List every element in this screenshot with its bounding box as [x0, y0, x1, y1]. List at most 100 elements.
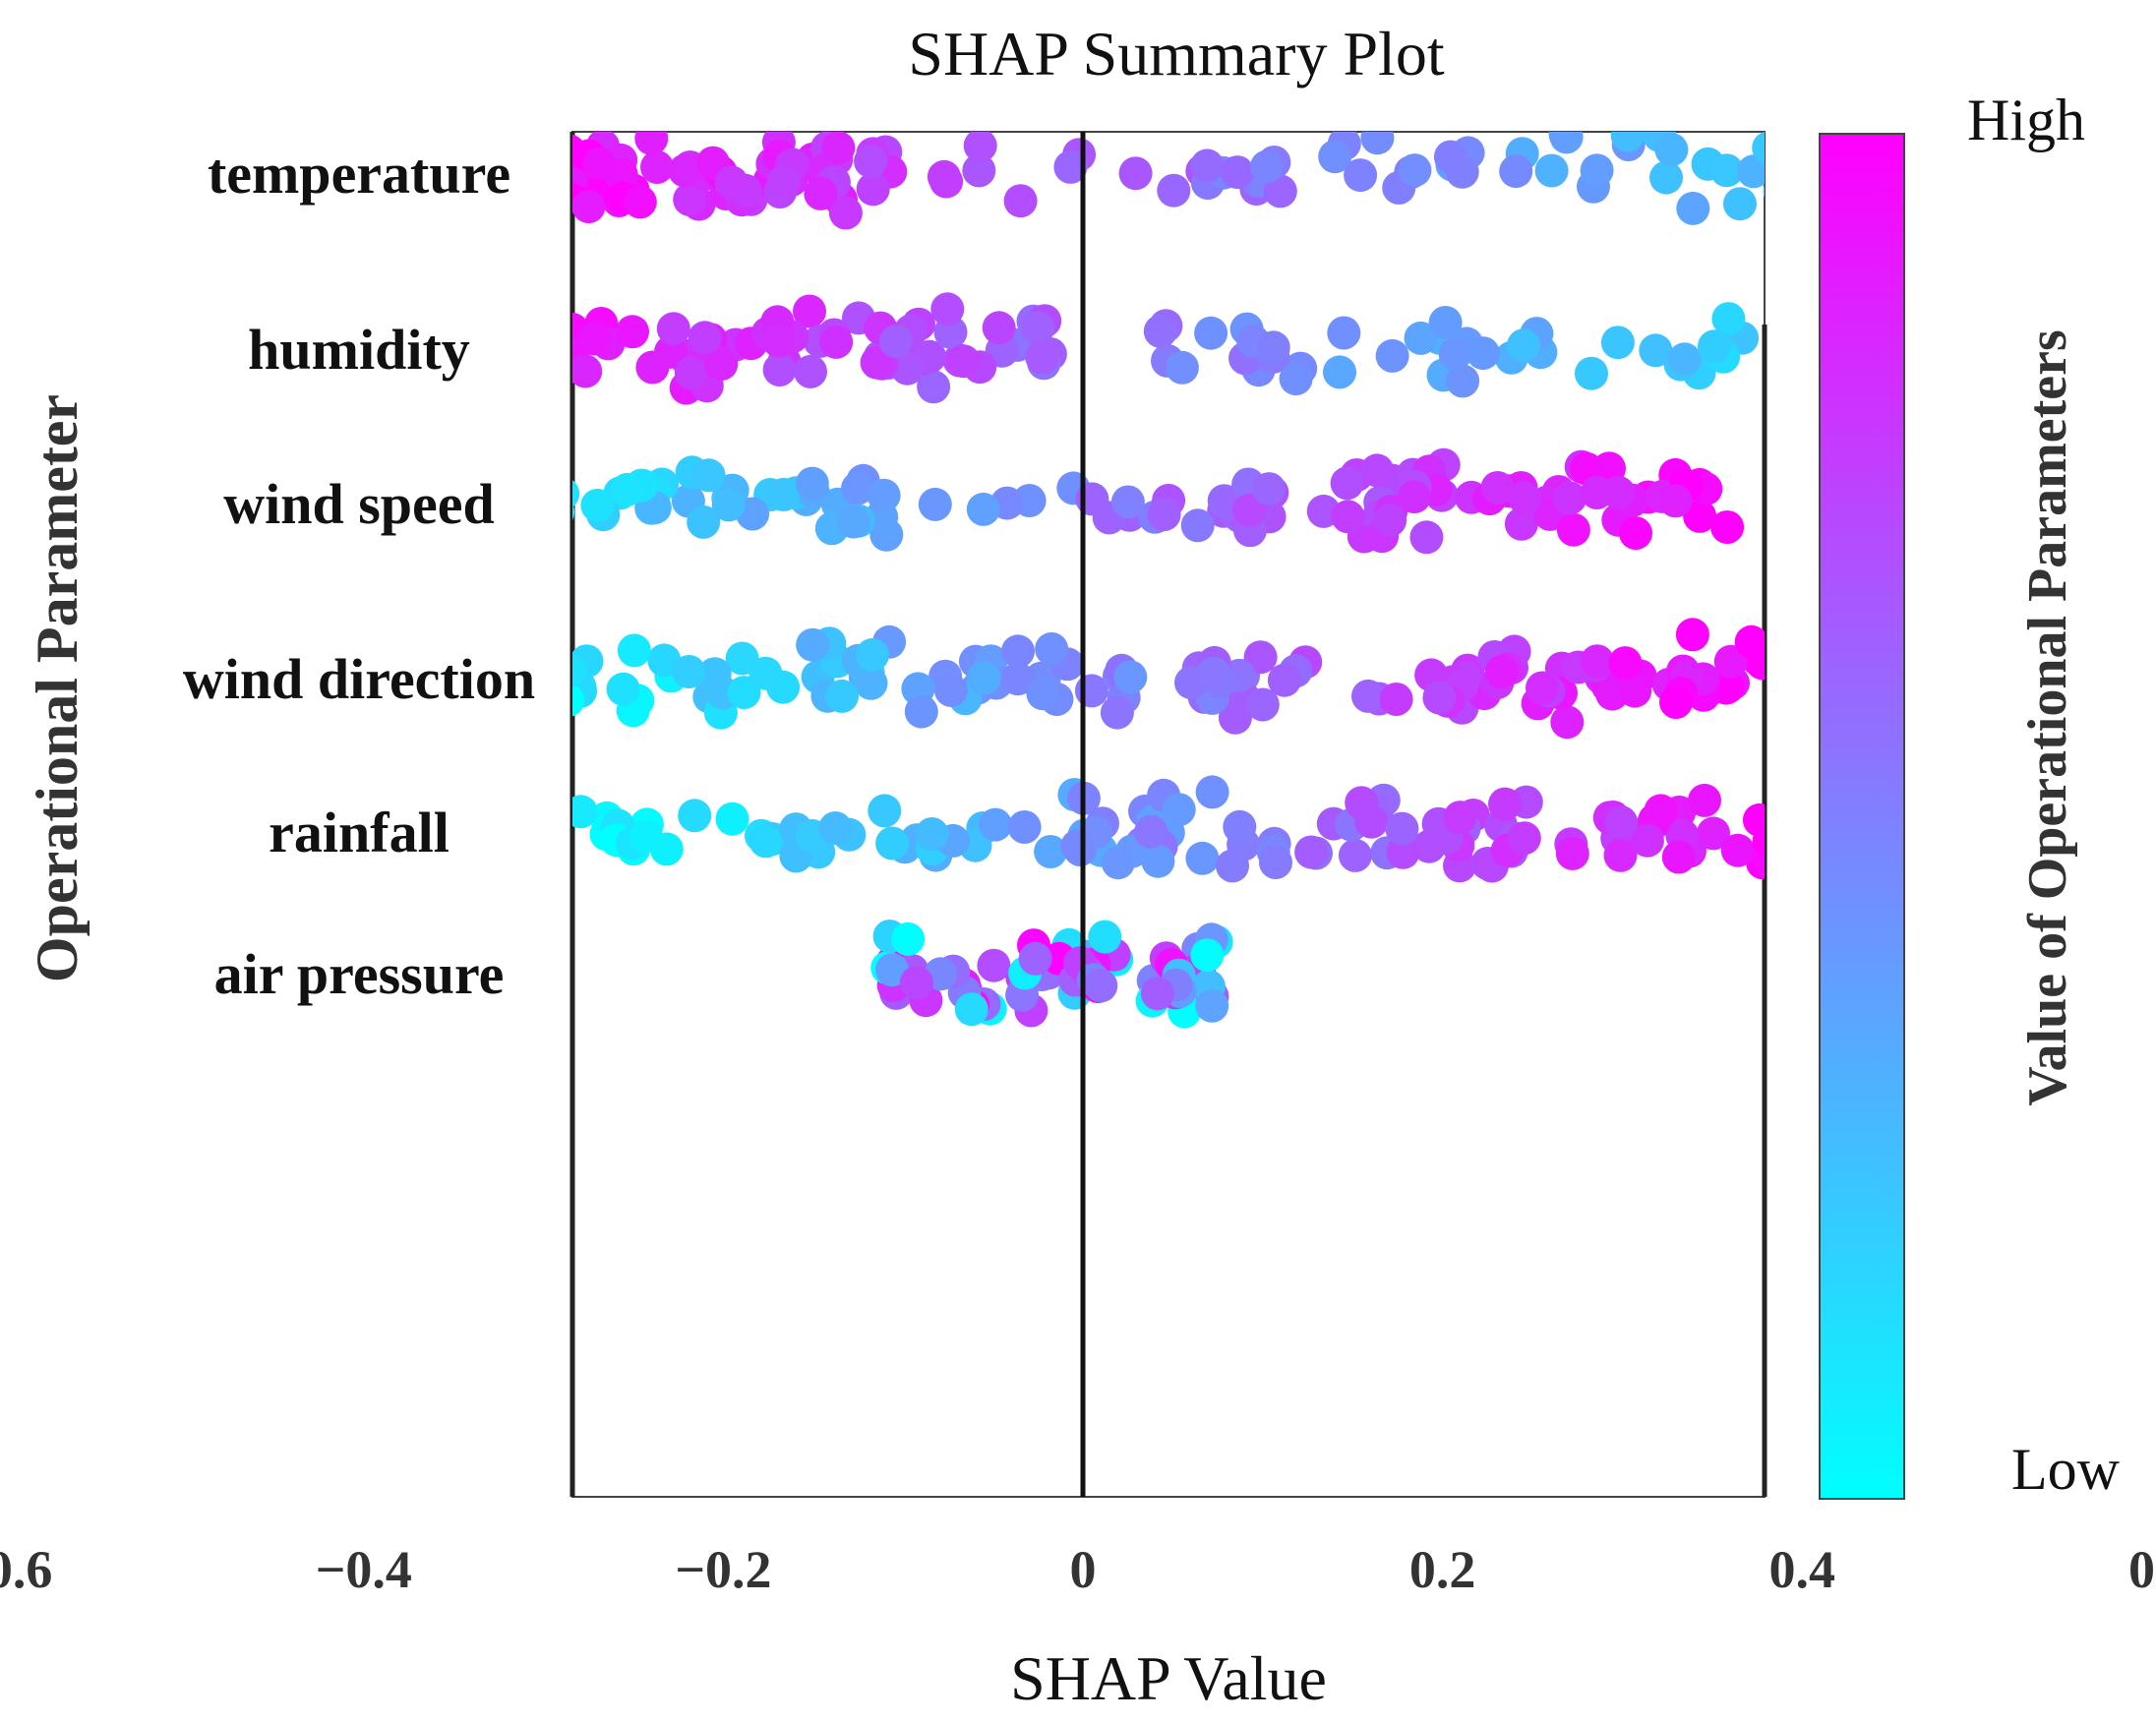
shap-point — [635, 350, 670, 385]
shap-point — [1373, 504, 1407, 537]
shap-point — [672, 655, 706, 688]
shap-point — [1630, 823, 1664, 858]
x-tick-label: 0.2 — [1409, 1540, 1476, 1599]
shap-point — [1084, 969, 1118, 1003]
shap-point — [1723, 187, 1757, 221]
shap-point — [1249, 149, 1284, 184]
shap-point — [673, 182, 707, 216]
shap-point — [1770, 853, 1804, 886]
shap-point — [617, 633, 651, 668]
shap-point — [1508, 481, 1541, 515]
shap-point — [1034, 835, 1068, 868]
shap-point — [1438, 336, 1472, 371]
shap-point — [1157, 173, 1191, 208]
shap-point — [1770, 803, 1804, 837]
shap-point — [1398, 480, 1431, 514]
shap-point — [1661, 840, 1696, 874]
shap-point — [1904, 155, 1938, 189]
shap-point — [572, 795, 598, 829]
shap-point — [794, 354, 827, 388]
shap-point — [1404, 321, 1438, 355]
shap-point — [1428, 306, 1463, 339]
shap-point — [1025, 340, 1059, 375]
shap-point — [1676, 191, 1710, 225]
shap-point — [966, 492, 1000, 526]
shap-point — [1555, 836, 1589, 870]
shap-point — [1218, 700, 1252, 735]
shap-point — [828, 196, 863, 230]
x-tick-label: −0.2 — [675, 1540, 771, 1599]
shap-point — [796, 627, 830, 662]
shap-point — [1323, 355, 1356, 389]
shap-point — [674, 356, 708, 390]
shap-point — [1256, 330, 1290, 365]
shap-point — [762, 353, 797, 386]
shap-point — [904, 694, 938, 729]
shap-point — [899, 966, 933, 1000]
category-label: wind speed — [223, 472, 495, 536]
shap-point — [1610, 132, 1645, 152]
shap-point — [1683, 499, 1717, 533]
shap-point — [929, 164, 964, 199]
shap-point — [2088, 139, 2122, 172]
shap-point — [954, 992, 988, 1027]
shap-point — [1330, 466, 1364, 501]
category-label: humidity — [248, 318, 470, 382]
x-tick-label: 0 — [1070, 1540, 1097, 1599]
shap-point — [1603, 838, 1638, 872]
shap-point — [1775, 802, 1809, 836]
shap-point — [1556, 512, 1590, 547]
shap-point — [1035, 631, 1069, 666]
shap-point — [1267, 663, 1301, 697]
shap-point — [1763, 184, 1765, 199]
shap-point — [1779, 850, 1813, 883]
shap-point — [856, 637, 889, 672]
shap-point — [1688, 783, 1721, 817]
shap-point — [1580, 153, 1614, 188]
shap-point — [1344, 158, 1378, 193]
shap-point — [1053, 149, 1088, 184]
shap-point — [678, 799, 712, 833]
shap-point — [1906, 331, 1940, 365]
shap-point — [506, 347, 539, 381]
shap-point — [917, 370, 951, 404]
shap-point — [749, 824, 783, 859]
shap-point — [580, 488, 615, 522]
shap-point — [2017, 175, 2051, 208]
shap-point — [818, 811, 853, 845]
shap-point — [878, 325, 913, 359]
shap-point — [795, 466, 829, 501]
shap-point — [946, 344, 981, 379]
shap-point — [979, 807, 1012, 842]
shap-point — [1639, 333, 1673, 368]
shap-point — [1488, 787, 1522, 821]
shap-point — [1604, 805, 1639, 840]
shap-point — [616, 315, 649, 349]
shap-point — [1608, 646, 1643, 681]
shap-point — [1770, 791, 1804, 824]
shap-point — [1221, 155, 1255, 190]
shap-point — [1781, 361, 1815, 394]
shap-point — [1134, 814, 1168, 849]
shap-point — [1195, 988, 1229, 1023]
shap-point — [1534, 153, 1569, 188]
shap-point — [963, 132, 997, 163]
shap-point — [1504, 506, 1538, 541]
shap-point — [1195, 775, 1229, 809]
colorbar-title: Value of Operational Parameters — [2017, 329, 2078, 1106]
shap-point — [572, 480, 580, 507]
shap-point — [1379, 683, 1413, 716]
shap-point — [533, 648, 567, 682]
shap-point — [688, 321, 722, 355]
shap-point — [1386, 835, 1420, 869]
shap-point — [875, 826, 910, 861]
y-axis-label: Operational Parameter — [25, 394, 90, 982]
shap-point — [1143, 314, 1177, 348]
shap-point — [836, 505, 870, 539]
shap-point — [1654, 133, 1689, 167]
shap-point — [1466, 336, 1500, 371]
shap-point — [1185, 841, 1220, 875]
shap-point — [1480, 471, 1515, 505]
shap-point — [1118, 156, 1153, 191]
shap-point — [634, 132, 669, 155]
